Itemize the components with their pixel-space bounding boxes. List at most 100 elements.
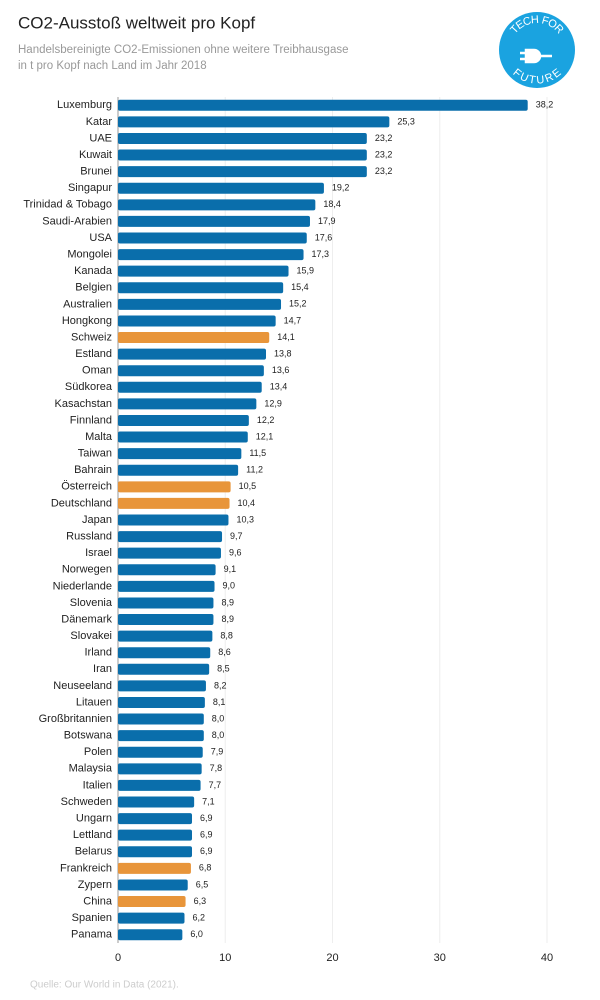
x-tick-label: 0 bbox=[115, 952, 121, 964]
logo: TECH FOR FUTURE bbox=[499, 12, 575, 88]
value-label: 23,2 bbox=[375, 149, 393, 159]
value-label: 8,9 bbox=[221, 597, 234, 607]
y-tick-label: Iran bbox=[93, 663, 112, 675]
bar bbox=[118, 879, 188, 891]
bar bbox=[118, 448, 242, 460]
value-label: 9,1 bbox=[224, 564, 237, 574]
bar bbox=[118, 332, 270, 344]
bar bbox=[118, 763, 202, 775]
value-label: 8,5 bbox=[217, 664, 230, 674]
y-tick-label: Malaysia bbox=[69, 763, 113, 775]
bar bbox=[118, 746, 203, 758]
y-tick-label: Trinidad & Tobago bbox=[23, 199, 112, 211]
value-label: 23,2 bbox=[375, 166, 393, 176]
value-label: 17,9 bbox=[318, 216, 336, 226]
y-tick-label: Slovenia bbox=[70, 597, 113, 609]
y-tick-label: Norwegen bbox=[62, 564, 112, 576]
y-tick-label: Brunei bbox=[80, 166, 112, 178]
chart-subtitle: in t pro Kopf nach Land im Jahr 2018 bbox=[18, 60, 207, 72]
value-label: 9,7 bbox=[230, 531, 243, 541]
x-tick-label: 20 bbox=[326, 952, 338, 964]
bar bbox=[118, 846, 193, 858]
value-label: 7,7 bbox=[209, 780, 222, 790]
logo-plug bbox=[520, 48, 552, 64]
bar bbox=[118, 166, 367, 178]
y-tick-label: Oman bbox=[82, 365, 112, 377]
y-tick-label: Russland bbox=[66, 530, 112, 542]
value-label: 13,6 bbox=[272, 365, 290, 375]
y-tick-label: Belgien bbox=[75, 282, 112, 294]
y-tick-label: Australien bbox=[63, 298, 112, 310]
value-label: 9,6 bbox=[229, 548, 242, 558]
value-label: 38,2 bbox=[536, 100, 554, 110]
value-label: 6,9 bbox=[200, 830, 213, 840]
bar bbox=[118, 713, 204, 725]
bar bbox=[118, 298, 282, 310]
logo-text: FUTURE bbox=[510, 67, 563, 87]
value-label: 23,2 bbox=[375, 133, 393, 143]
value-label: 6,8 bbox=[199, 863, 212, 873]
value-label: 8,1 bbox=[213, 697, 226, 707]
bar bbox=[118, 696, 205, 708]
bar bbox=[118, 862, 191, 874]
y-tick-label: Polen bbox=[84, 746, 112, 758]
y-tick-label: China bbox=[83, 895, 113, 907]
x-tick-label: 10 bbox=[219, 952, 231, 964]
y-tick-label: Schweden bbox=[61, 796, 112, 808]
bar bbox=[118, 398, 257, 410]
y-tick-label: Panama bbox=[71, 929, 113, 941]
y-tick-label: Irland bbox=[84, 647, 112, 659]
value-label: 17,3 bbox=[312, 249, 330, 259]
bar bbox=[118, 116, 390, 128]
bar bbox=[118, 547, 221, 559]
value-label: 25,3 bbox=[397, 116, 415, 126]
y-tick-label: Neuseeland bbox=[53, 680, 112, 692]
bar bbox=[118, 315, 276, 327]
value-label: 18,4 bbox=[323, 199, 341, 209]
bar bbox=[118, 182, 324, 194]
bar bbox=[118, 265, 289, 277]
y-tick-label: Malta bbox=[85, 431, 113, 443]
y-tick-label: Großbritannien bbox=[39, 713, 112, 725]
bar bbox=[118, 647, 211, 659]
y-tick-label: Mongolei bbox=[67, 248, 112, 260]
bar bbox=[118, 514, 229, 526]
y-tick-label: Estland bbox=[75, 348, 112, 360]
value-label: 6,5 bbox=[196, 879, 209, 889]
bar bbox=[118, 630, 213, 642]
value-label: 10,3 bbox=[236, 514, 254, 524]
y-tick-label: Bahrain bbox=[74, 464, 112, 476]
y-tick-label: Katar bbox=[86, 116, 113, 128]
y-tick-label: Niederlande bbox=[53, 580, 112, 592]
bar bbox=[118, 929, 183, 941]
y-tick-label: Südkorea bbox=[65, 381, 113, 393]
y-tick-label: UAE bbox=[89, 132, 112, 144]
y-tick-label: Kuwait bbox=[79, 149, 112, 161]
bar bbox=[118, 663, 210, 675]
y-tick-label: Zypern bbox=[78, 879, 112, 891]
y-tick-label: Ungarn bbox=[76, 812, 112, 824]
y-tick-label: Israel bbox=[85, 547, 112, 559]
bar bbox=[118, 348, 267, 360]
bar bbox=[118, 431, 248, 443]
value-label: 7,9 bbox=[211, 747, 224, 757]
bar bbox=[118, 680, 206, 692]
bar bbox=[118, 381, 262, 393]
bar bbox=[118, 730, 204, 742]
bar bbox=[118, 564, 216, 576]
chart-subtitle: Handelsbereinigte CO2-Emissionen ohne we… bbox=[18, 44, 349, 56]
value-label: 7,1 bbox=[202, 796, 215, 806]
value-label: 10,4 bbox=[238, 498, 256, 508]
y-tick-label: Lettland bbox=[73, 829, 112, 841]
y-tick-label: Kasachstan bbox=[55, 398, 112, 410]
y-tick-label: Frankreich bbox=[60, 862, 112, 874]
value-label: 8,2 bbox=[214, 680, 227, 690]
y-tick-label: Singapur bbox=[68, 182, 112, 194]
y-tick-label: Deutschland bbox=[51, 497, 112, 509]
value-label: 14,7 bbox=[284, 315, 302, 325]
value-label: 15,2 bbox=[289, 299, 307, 309]
value-label: 6,3 bbox=[194, 896, 207, 906]
value-label: 14,1 bbox=[277, 332, 295, 342]
bar bbox=[118, 614, 214, 626]
y-tick-label: Kanada bbox=[74, 265, 113, 277]
